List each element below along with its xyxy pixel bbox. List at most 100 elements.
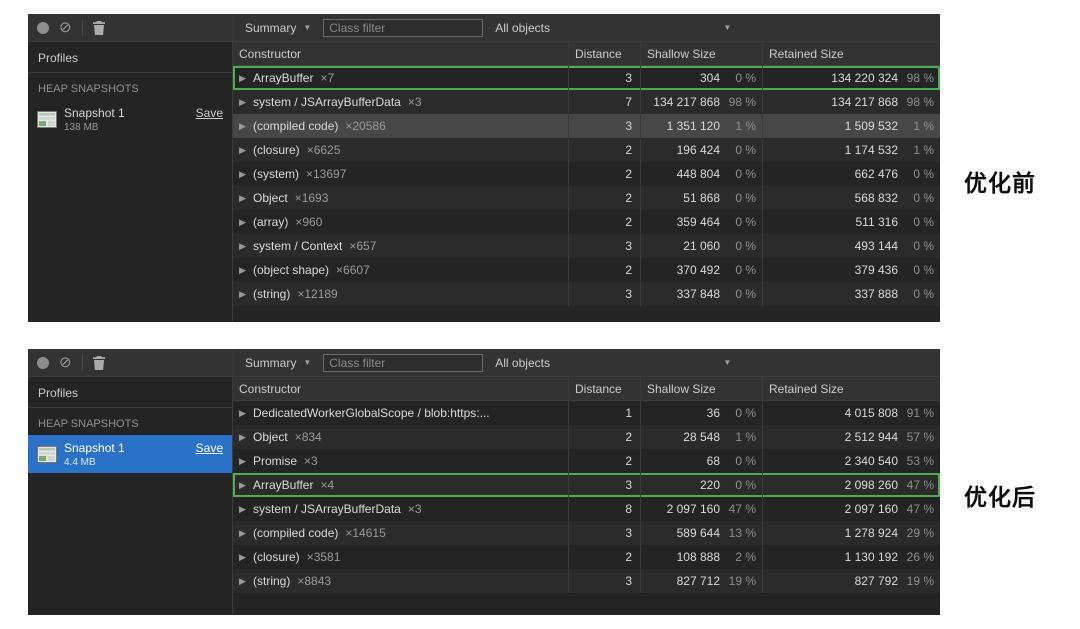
shallow-size-cell: 108 888 2 % — [641, 545, 763, 569]
disclosure-triangle-icon[interactable]: ▶ — [239, 528, 249, 539]
retained-size-cell: 2 097 160 47 % — [763, 497, 940, 521]
constructor-cell: ▶ (system) ×13697 — [233, 162, 569, 186]
perspective-select[interactable]: Summary ▼ — [245, 356, 311, 370]
chevron-down-icon: ▼ — [723, 358, 731, 367]
table-row[interactable]: ▶ (string) ×12189 3 337 848 0 % 337 888 … — [233, 282, 940, 306]
constructor-cell: ▶ (object shape) ×6607 — [233, 258, 569, 282]
shallow-size-cell: 134 217 868 98 % — [641, 90, 763, 114]
instance-count: ×3581 — [307, 550, 341, 564]
constructor-name: (system) — [253, 167, 299, 181]
shallow-size-value: 134 217 868 — [641, 95, 720, 109]
retained-size-value: 337 888 — [763, 287, 898, 301]
disclosure-triangle-icon[interactable]: ▶ — [239, 145, 249, 156]
column-header-retained-size[interactable]: Retained Size — [763, 377, 940, 400]
object-filter-select[interactable]: All objects ▼ — [495, 21, 731, 35]
disclosure-triangle-icon[interactable]: ▶ — [239, 504, 249, 515]
shallow-size-value: 827 712 — [641, 574, 720, 588]
column-header-shallow-size[interactable]: Shallow Size — [641, 42, 763, 65]
constructor-cell: ▶ DedicatedWorkerGlobalScope / blob:http… — [233, 401, 569, 425]
table-row[interactable]: ▶ ArrayBuffer ×4 3 220 0 % 2 098 260 47 … — [233, 473, 940, 497]
disclosure-triangle-icon[interactable]: ▶ — [239, 576, 249, 587]
instance-count: ×834 — [295, 430, 322, 444]
clear-icon[interactable]: ⊘ — [59, 20, 72, 35]
toolbar-divider — [82, 355, 83, 371]
column-header-constructor[interactable]: Constructor — [233, 42, 569, 65]
trash-icon — [93, 21, 105, 35]
instance-count: ×13697 — [306, 167, 346, 181]
disclosure-triangle-icon[interactable]: ▶ — [239, 241, 249, 252]
disclosure-triangle-icon[interactable]: ▶ — [239, 97, 249, 108]
disclosure-triangle-icon[interactable]: ▶ — [239, 408, 249, 419]
before-optimization-label: 优化前 — [964, 164, 1036, 198]
retained-size-value: 134 217 868 — [763, 95, 898, 109]
heap-snapshots-heading: HEAP SNAPSHOTS — [28, 408, 232, 435]
table-row[interactable]: ▶ ArrayBuffer ×7 3 304 0 % 134 220 324 9… — [233, 66, 940, 90]
retained-size-value: 568 832 — [763, 191, 898, 205]
table-row[interactable]: ▶ Object ×1693 2 51 868 0 % 568 832 0 % — [233, 186, 940, 210]
constructor-cell: ▶ (closure) ×3581 — [233, 545, 569, 569]
retained-size-value: 2 512 944 — [763, 430, 898, 444]
column-header-retained-size[interactable]: Retained Size — [763, 42, 940, 65]
disclosure-triangle-icon[interactable]: ▶ — [239, 169, 249, 180]
column-header-constructor[interactable]: Constructor — [233, 377, 569, 400]
disclosure-triangle-icon[interactable]: ▶ — [239, 432, 249, 443]
disclosure-triangle-icon[interactable]: ▶ — [239, 552, 249, 563]
table-row[interactable]: ▶ (closure) ×3581 2 108 888 2 % 1 130 19… — [233, 545, 940, 569]
record-heap-snapshot-button[interactable] — [37, 22, 49, 34]
table-row[interactable]: ▶ Promise ×3 2 68 0 % 2 340 540 53 % — [233, 449, 940, 473]
table-row[interactable]: ▶ (system) ×13697 2 448 804 0 % 662 476 … — [233, 162, 940, 186]
perspective-select[interactable]: Summary ▼ — [245, 21, 311, 35]
table-row[interactable]: ▶ (object shape) ×6607 2 370 492 0 % 379… — [233, 258, 940, 282]
object-filter-select[interactable]: All objects ▼ — [495, 356, 731, 370]
retained-size-cell: 379 436 0 % — [763, 258, 940, 282]
constructor-cell: ▶ system / JSArrayBufferData ×3 — [233, 90, 569, 114]
shallow-size-percent: 98 % — [720, 95, 762, 109]
delete-snapshot-button[interactable] — [93, 21, 105, 35]
table-row[interactable]: ▶ (array) ×960 2 359 464 0 % 511 316 0 % — [233, 210, 940, 234]
disclosure-triangle-icon[interactable]: ▶ — [239, 193, 249, 204]
table-row[interactable]: ▶ system / JSArrayBufferData ×3 7 134 21… — [233, 90, 940, 114]
object-filter-value: All objects — [495, 356, 550, 370]
clear-icon[interactable]: ⊘ — [59, 355, 72, 370]
table-row[interactable]: ▶ system / JSArrayBufferData ×3 8 2 097 … — [233, 497, 940, 521]
disclosure-triangle-icon[interactable]: ▶ — [239, 217, 249, 228]
shallow-size-cell: 68 0 % — [641, 449, 763, 473]
table-row[interactable]: ▶ (compiled code) ×14615 3 589 644 13 % … — [233, 521, 940, 545]
disclosure-triangle-icon[interactable]: ▶ — [239, 265, 249, 276]
class-filter-input[interactable] — [323, 354, 483, 372]
instance-count: ×3 — [408, 502, 422, 516]
snapshot-item[interactable]: Snapshot 1 Save 138 MB — [28, 100, 232, 138]
retained-size-cell: 2 340 540 53 % — [763, 449, 940, 473]
record-heap-snapshot-button[interactable] — [37, 357, 49, 369]
table-row[interactable]: ▶ Object ×834 2 28 548 1 % 2 512 944 57 … — [233, 425, 940, 449]
distance-value: 2 — [569, 449, 641, 473]
disclosure-triangle-icon[interactable]: ▶ — [239, 121, 249, 132]
shallow-size-value: 68 — [641, 454, 720, 468]
constructor-cell: ▶ (array) ×960 — [233, 210, 569, 234]
instance-count: ×1693 — [295, 191, 329, 205]
retained-size-percent: 47 % — [898, 502, 940, 516]
class-filter-input[interactable] — [323, 19, 483, 37]
perspective-value: Summary — [245, 356, 296, 370]
save-link[interactable]: Save — [196, 441, 223, 455]
column-header-distance[interactable]: Distance — [569, 42, 641, 65]
disclosure-triangle-icon[interactable]: ▶ — [239, 73, 249, 84]
column-header-shallow-size[interactable]: Shallow Size — [641, 377, 763, 400]
delete-snapshot-button[interactable] — [93, 356, 105, 370]
table-row[interactable]: ▶ (closure) ×6625 2 196 424 0 % 1 174 53… — [233, 138, 940, 162]
shallow-size-cell: 359 464 0 % — [641, 210, 763, 234]
disclosure-triangle-icon[interactable]: ▶ — [239, 289, 249, 300]
table-row[interactable]: ▶ system / Context ×657 3 21 060 0 % 493… — [233, 234, 940, 258]
disclosure-triangle-icon[interactable]: ▶ — [239, 480, 249, 491]
profiles-toolbar: ⊘ — [28, 349, 232, 377]
save-link[interactable]: Save — [196, 106, 223, 120]
snapshot-item[interactable]: Snapshot 1 Save 4.4 MB — [28, 435, 232, 473]
table-row[interactable]: ▶ (string) ×8843 3 827 712 19 % 827 792 … — [233, 569, 940, 593]
retained-size-cell: 134 220 324 98 % — [763, 66, 940, 90]
distance-value: 3 — [569, 114, 641, 138]
table-row[interactable]: ▶ DedicatedWorkerGlobalScope / blob:http… — [233, 401, 940, 425]
table-row[interactable]: ▶ (compiled code) ×20586 3 1 351 120 1 %… — [233, 114, 940, 138]
column-header-distance[interactable]: Distance — [569, 377, 641, 400]
shallow-size-value: 2 097 160 — [641, 502, 720, 516]
disclosure-triangle-icon[interactable]: ▶ — [239, 456, 249, 467]
